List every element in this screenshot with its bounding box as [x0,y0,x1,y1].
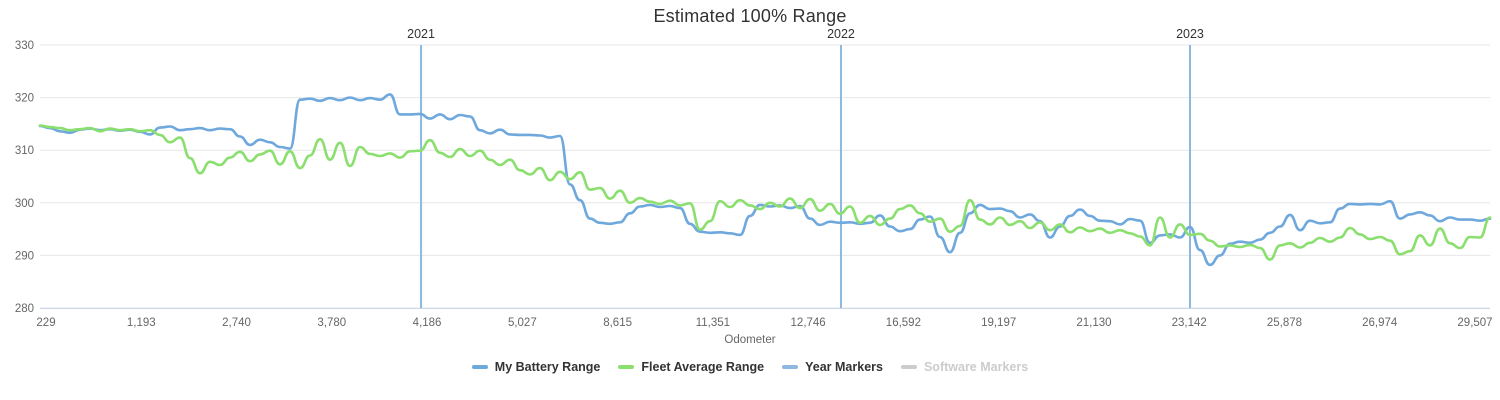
x-tick-label: 3,780 [317,317,346,329]
chart-title: Estimated 100% Range [653,6,847,26]
x-tick-label: 25,878 [1267,317,1302,329]
x-tick-label: 23,142 [1172,317,1207,329]
x-tick-label: 8,615 [603,317,632,329]
year-marker-label: 2022 [827,27,855,41]
y-tick-label: 320 [15,93,34,105]
line-marker-icon [471,365,488,369]
x-tick-label: 21,130 [1076,317,1111,329]
y-tick-label: 300 [15,198,34,210]
legend-item-software-markers[interactable]: Software Markers [900,360,1029,374]
x-tick-label: 26,974 [1362,317,1398,329]
x-tick-label: 4,186 [413,317,442,329]
y-tick-label: 290 [15,250,34,262]
legend-item-year-markers[interactable]: Year Markers [782,360,883,374]
year-marker-label: 2023 [1176,27,1204,41]
y-tick-label: 310 [15,145,34,157]
plot-area[interactable]: 280 290 300 310 320 330 229 1,193 2,740 3,780 4,18… [0,0,1500,330]
x-tick-label: 1,193 [127,317,156,329]
x-tick-label: 19,197 [981,317,1016,329]
legend-item-fleet-average-range[interactable]: Fleet Average Range [618,360,764,374]
x-tick-label: 11,351 [696,317,730,329]
line-marker-icon [782,365,799,369]
x-tick-label: 16,592 [886,317,921,329]
y-tick-label: 280 [15,303,34,315]
legend: My Battery Range Fleet Average Range Yea… [0,360,1500,374]
x-axis-title: Odometer [724,334,776,346]
x-tick-label: 12,746 [791,317,826,329]
legend-label: Year Markers [805,360,883,374]
series-line-my-battery-range [38,93,1492,267]
x-tick-label: 29,507 [1457,317,1492,329]
x-tick-label: 229 [36,317,55,329]
legend-label: Software Markers [923,360,1029,374]
year-marker-label: 2021 [407,27,435,41]
legend-item-my-battery-range[interactable]: My Battery Range [471,360,601,374]
x-tick-label: 5,027 [508,317,537,329]
legend-label: Fleet Average Range [641,360,765,374]
legend-label: My Battery Range [494,360,601,374]
x-tick-label: 2,740 [222,317,251,329]
series-line-fleet-average-range [38,124,1492,261]
line-marker-icon [900,365,917,369]
y-tick-label: 330 [15,40,34,52]
line-marker-icon [618,365,635,369]
